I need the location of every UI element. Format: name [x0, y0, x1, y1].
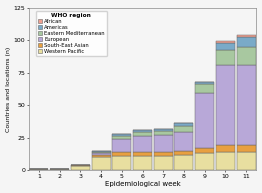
Bar — [112, 139, 131, 152]
Bar — [91, 155, 111, 157]
Bar — [112, 156, 131, 170]
Bar — [133, 136, 152, 152]
Y-axis label: Countries and locations (n): Countries and locations (n) — [6, 46, 10, 131]
Bar — [112, 134, 131, 136]
Bar — [133, 152, 152, 156]
Bar — [237, 47, 256, 65]
Bar — [195, 148, 214, 153]
Bar — [237, 152, 256, 170]
Bar — [174, 151, 193, 155]
Bar — [154, 152, 173, 156]
Bar — [216, 152, 235, 170]
Bar — [50, 169, 69, 170]
X-axis label: Epidemiological week: Epidemiological week — [105, 181, 180, 187]
Bar — [237, 65, 256, 146]
Bar — [195, 84, 214, 93]
Bar — [112, 152, 131, 156]
Bar — [91, 153, 111, 155]
Bar — [154, 156, 173, 170]
Bar — [237, 146, 256, 152]
Bar — [71, 165, 90, 166]
Bar — [154, 135, 173, 152]
Bar — [174, 126, 193, 132]
Bar — [154, 131, 173, 135]
Bar — [216, 41, 235, 43]
Bar — [174, 132, 193, 151]
Bar — [174, 123, 193, 126]
Bar — [195, 93, 214, 148]
Bar — [91, 152, 111, 153]
Bar — [216, 65, 235, 146]
Bar — [154, 129, 173, 131]
Bar — [216, 146, 235, 152]
Bar — [174, 155, 193, 170]
Bar — [91, 151, 111, 152]
Bar — [195, 82, 214, 84]
Bar — [71, 166, 90, 170]
Bar — [133, 156, 152, 170]
Bar — [216, 51, 235, 65]
Bar — [133, 132, 152, 136]
Bar — [91, 157, 111, 170]
Bar — [237, 37, 256, 47]
Bar — [216, 43, 235, 51]
Bar — [112, 136, 131, 139]
Bar — [195, 153, 214, 170]
Legend: African, Americas, Eastern Mediterranean, European, South-East Asian, Western Pa: African, Americas, Eastern Mediterranean… — [36, 11, 107, 56]
Bar — [237, 35, 256, 37]
Bar — [133, 130, 152, 132]
Bar — [29, 169, 48, 170]
